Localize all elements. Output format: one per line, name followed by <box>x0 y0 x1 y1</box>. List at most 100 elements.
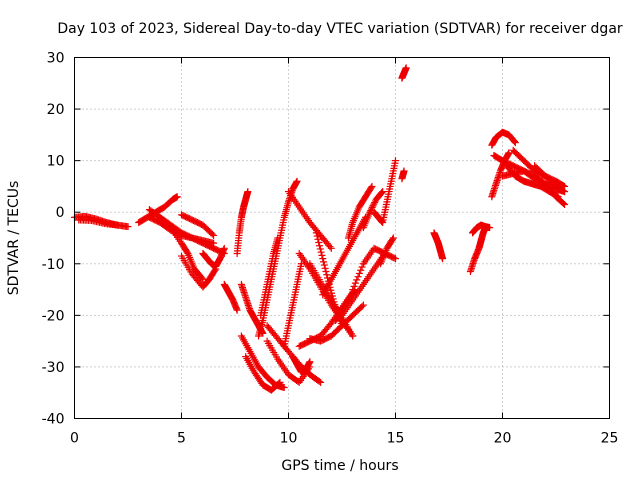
data-point <box>280 384 288 392</box>
series-pass-41 <box>488 128 519 149</box>
series-pass-31 <box>349 244 399 294</box>
series-pass-33 <box>370 157 399 227</box>
data-point <box>306 358 314 366</box>
series-pass-25 <box>306 301 367 345</box>
data-point <box>369 202 377 210</box>
data-point <box>319 255 327 263</box>
data-point <box>368 182 376 190</box>
y-tick-label: -40 <box>42 412 65 428</box>
data-point <box>233 306 241 314</box>
data-point <box>323 271 331 279</box>
y-tick-label: -20 <box>42 308 65 324</box>
data-point <box>358 302 366 310</box>
series-pass-32 <box>359 188 387 232</box>
series-pass-21 <box>289 353 314 376</box>
series-pass-46 <box>531 162 569 196</box>
data-point <box>402 64 410 72</box>
data-point <box>327 244 335 252</box>
series-pass-19 <box>280 260 305 350</box>
data-point <box>354 273 362 281</box>
data-point <box>355 269 363 277</box>
data-point <box>359 301 367 309</box>
series-pass-35 <box>398 64 410 82</box>
data-markers <box>71 64 569 394</box>
data-point <box>198 274 206 282</box>
data-point <box>370 200 378 208</box>
data-point <box>511 138 519 146</box>
data-point <box>276 378 284 386</box>
data-point <box>315 239 323 247</box>
x-tick-label: 10 <box>280 431 298 447</box>
series-pass-37 <box>430 229 447 263</box>
data-point <box>326 321 334 329</box>
y-axis-label: SDTVAR / TECUs <box>6 181 22 296</box>
data-point <box>318 251 326 259</box>
data-point <box>113 221 121 229</box>
series-pass-30 <box>344 182 376 242</box>
series-pass-03 <box>135 193 181 227</box>
series-pass-38 <box>466 224 489 276</box>
series-pass-11 <box>233 188 252 257</box>
chart-title: Day 103 of 2023, Sidereal Day-to-day VTE… <box>57 21 623 37</box>
data-point <box>368 203 376 211</box>
data-point <box>367 184 375 192</box>
data-point <box>124 223 132 231</box>
data-point <box>351 279 359 287</box>
data-point <box>210 239 218 247</box>
series-pass-08 <box>178 252 220 291</box>
data-point <box>379 188 387 196</box>
data-point <box>378 189 386 197</box>
data-point <box>173 193 181 201</box>
data-point <box>486 224 494 232</box>
series-pass-27 <box>319 213 370 299</box>
data-point <box>392 157 399 165</box>
data-point <box>199 275 207 283</box>
data-point <box>244 188 252 196</box>
data-point <box>559 200 567 208</box>
data-point <box>400 167 408 175</box>
series-pass-10 <box>220 280 241 314</box>
series-pass-02 <box>75 216 121 229</box>
data-point <box>183 248 191 256</box>
y-tick-label: 30 <box>47 51 65 67</box>
data-point <box>274 234 282 242</box>
series-pass-14 <box>242 353 284 394</box>
data-point <box>317 378 325 386</box>
data-point <box>338 322 346 330</box>
series-pass-36 <box>398 167 408 183</box>
x-tick-label: 5 <box>177 431 186 447</box>
series-pass-07 <box>178 211 218 239</box>
x-tick-label: 15 <box>387 431 405 447</box>
data-point <box>320 258 328 266</box>
data-point <box>349 286 357 294</box>
data-point <box>321 264 329 272</box>
data-point <box>371 199 379 207</box>
data-point <box>314 235 322 243</box>
data-point <box>358 263 366 271</box>
series-pass-16 <box>257 234 282 319</box>
data-point <box>553 192 561 200</box>
data-point <box>389 234 397 242</box>
data-point <box>561 200 569 208</box>
x-axis-label: GPS time / hours <box>281 458 398 474</box>
data-point <box>353 276 361 284</box>
data-point <box>320 261 328 269</box>
data-point <box>511 139 519 147</box>
data-point <box>322 268 330 276</box>
data-point <box>439 255 447 263</box>
plot-frame <box>74 57 610 419</box>
data-point <box>317 248 325 256</box>
series-pass-20 <box>285 188 335 252</box>
data-point <box>554 193 562 201</box>
axis-ticks: 0 5 10 15 20 25 -40 -30 -20 -10 0 10 20 30 <box>42 51 619 447</box>
data-point <box>316 245 324 253</box>
x-tick-label: 20 <box>494 431 512 447</box>
data-point <box>350 282 358 290</box>
y-tick-label: 10 <box>47 154 65 170</box>
data-point <box>559 187 567 195</box>
grid-lines <box>74 57 610 419</box>
x-tick-label: 25 <box>601 431 619 447</box>
data-point <box>561 188 569 196</box>
data-point <box>392 255 399 263</box>
